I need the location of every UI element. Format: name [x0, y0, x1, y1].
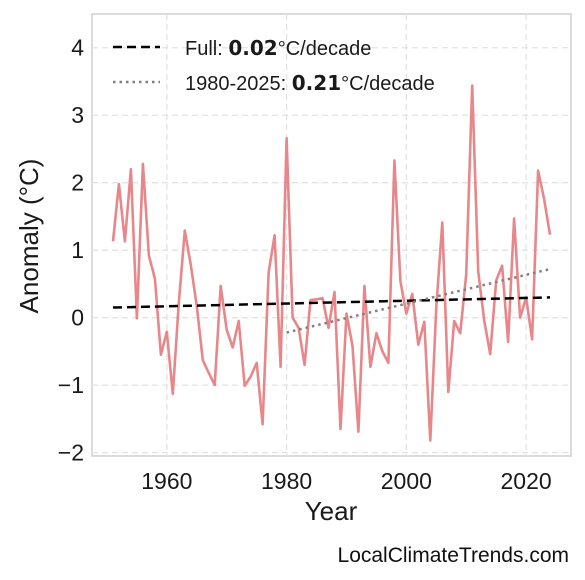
- trend-layer: [112, 267, 551, 334]
- grid: [92, 14, 571, 456]
- legend-full-unit: °C/decade: [278, 38, 372, 60]
- legend-full-value: 0.02: [228, 36, 277, 60]
- legend-entry-recent: 1980-2025: 0.21°C/decade: [185, 71, 435, 95]
- legend-recent-value: 0.21: [292, 71, 341, 95]
- x-tick-label: 2020: [501, 468, 552, 494]
- y-tick-label: 2: [71, 170, 84, 196]
- y-tick-label: −1: [58, 372, 84, 398]
- x-tick-label: 1960: [141, 468, 192, 494]
- x-tick-labels: 1960 1980 2000 2020: [141, 468, 551, 494]
- legend-entry-full: Full: 0.02°C/decade: [185, 36, 371, 60]
- watermark: LocalClimateTrends.com: [337, 544, 569, 567]
- y-tick-label: −2: [58, 440, 84, 466]
- x-tick-label: 2000: [381, 468, 432, 494]
- legend-full-label: Full:: [185, 38, 228, 60]
- y-axis-title: Anomaly (°C): [14, 159, 44, 314]
- series-layer: [111, 84, 552, 442]
- legend-recent-unit: °C/decade: [341, 73, 435, 95]
- y-tick-label: 4: [71, 35, 84, 61]
- x-tick-label: 1980: [261, 468, 312, 494]
- legend-recent-label: 1980-2025:: [185, 73, 292, 95]
- trend-line-full: [112, 296, 551, 309]
- y-tick-label: 3: [71, 102, 84, 128]
- anomaly-series-line: [111, 84, 552, 442]
- y-tick-label: 0: [71, 305, 84, 331]
- x-axis-title: Year: [305, 496, 358, 526]
- y-tick-label: 1: [71, 237, 84, 263]
- legend: Full: 0.02°C/decade 1980-2025: 0.21°C/de…: [113, 36, 435, 95]
- y-tick-labels: −2 −1 0 1 2 3 4: [58, 35, 84, 466]
